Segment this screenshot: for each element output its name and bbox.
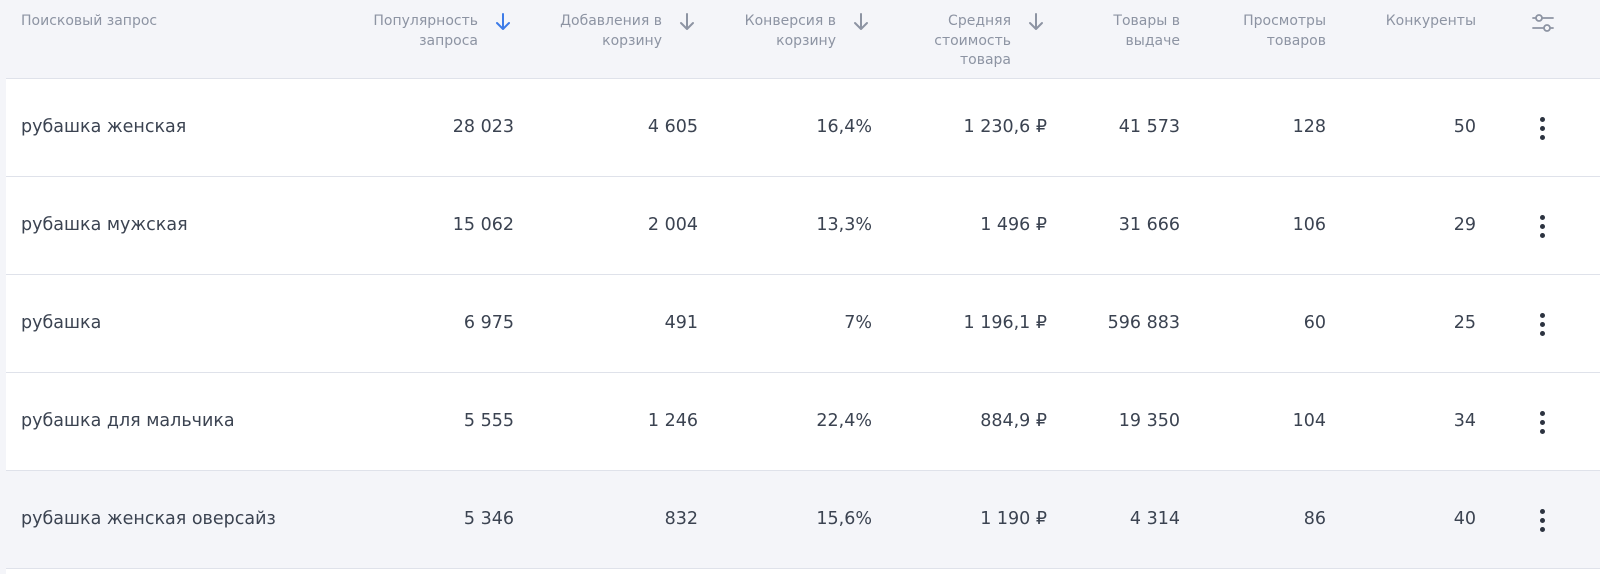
- cell-views: 86: [1303, 509, 1326, 529]
- cell-query: рубашка женская оверсайз: [21, 509, 276, 529]
- cell-query: рубашка для мальчика: [21, 411, 235, 431]
- cell-conversion: 15,6%: [816, 509, 872, 529]
- sort-arrow-down-icon-cart-adds[interactable]: [678, 12, 696, 32]
- cell-conversion: 22,4%: [816, 411, 872, 431]
- column-header-conversion[interactable]: Конверсия в корзину: [744, 13, 836, 49]
- cell-results: 4 314: [1129, 509, 1180, 529]
- cell-results: 31 666: [1118, 215, 1180, 235]
- cell-avg-price: 1 496 ₽: [980, 215, 1047, 235]
- cell-conversion: 7%: [844, 313, 872, 333]
- cell-cart-adds: 2 004: [647, 215, 698, 235]
- cell-avg-price: 1 230,6 ₽: [963, 117, 1048, 137]
- table-row[interactable]: рубашка мужская 15 062 2 004 13,3% 1 496 ₽ 31…: [6, 177, 1600, 275]
- table-row[interactable]: рубашка 6 975 491 7% 1 196,1 ₽ 596 883 60 25: [6, 275, 1600, 373]
- more-vertical-icon[interactable]: [1530, 309, 1554, 339]
- cell-query: рубашка: [21, 313, 102, 333]
- cell-popularity: 5 346: [463, 509, 514, 529]
- cell-popularity: 6 975: [463, 313, 514, 333]
- more-vertical-icon[interactable]: [1530, 407, 1554, 437]
- column-header-competitors[interactable]: Конкуренты: [1385, 13, 1476, 29]
- cell-cart-adds: 491: [664, 313, 698, 333]
- cell-popularity: 5 555: [463, 411, 514, 431]
- sliders-icon[interactable]: [1530, 10, 1556, 36]
- cell-results: 19 350: [1118, 411, 1180, 431]
- cell-competitors: 40: [1453, 509, 1476, 529]
- table-row[interactable]: рубашка женская оверсайз 5 346 832 15,6% 1 1…: [6, 471, 1600, 569]
- cell-competitors: 25: [1453, 313, 1476, 333]
- cell-competitors: 34: [1453, 411, 1476, 431]
- cell-views: 128: [1292, 117, 1326, 137]
- search-queries-table: Поисковый запрос Популярность запроса До…: [6, 0, 1600, 574]
- cell-cart-adds: 4 605: [647, 117, 698, 137]
- cell-conversion: 16,4%: [816, 117, 872, 137]
- cell-conversion: 13,3%: [816, 215, 872, 235]
- cell-popularity: 15 062: [452, 215, 514, 235]
- table-row[interactable]: рубашка для мальчика 5 555 1 246 22,4% 884,9…: [6, 373, 1600, 471]
- more-vertical-icon[interactable]: [1530, 211, 1554, 241]
- sort-arrow-down-icon-conversion[interactable]: [852, 12, 870, 32]
- column-header-avg-price[interactable]: Средняя стоимость товара: [934, 13, 1011, 68]
- cell-views: 104: [1292, 411, 1326, 431]
- cell-competitors: 29: [1453, 215, 1476, 235]
- cell-query: рубашка мужская: [21, 215, 188, 235]
- more-vertical-icon[interactable]: [1530, 113, 1554, 143]
- cell-results: 41 573: [1118, 117, 1180, 137]
- more-vertical-icon[interactable]: [1530, 505, 1554, 535]
- column-header-cart-adds[interactable]: Добавления в корзину: [560, 13, 662, 49]
- column-header-popularity[interactable]: Популярность запроса: [373, 13, 478, 49]
- cell-avg-price: 1 190 ₽: [980, 509, 1047, 529]
- cell-avg-price: 884,9 ₽: [980, 411, 1047, 431]
- cell-query: рубашка женская: [21, 117, 187, 137]
- column-header-views[interactable]: Просмотры товаров: [1243, 13, 1326, 49]
- cell-competitors: 50: [1453, 117, 1476, 137]
- column-header-query[interactable]: Поисковый запрос: [21, 13, 158, 29]
- cell-popularity: 28 023: [452, 117, 514, 137]
- table-header: Поисковый запрос Популярность запроса До…: [6, 0, 1600, 79]
- cell-views: 60: [1303, 313, 1326, 333]
- cell-results: 596 883: [1107, 313, 1180, 333]
- cell-cart-adds: 1 246: [647, 411, 698, 431]
- cell-views: 106: [1292, 215, 1326, 235]
- sort-arrow-down-icon-avg-price[interactable]: [1027, 12, 1045, 32]
- cell-avg-price: 1 196,1 ₽: [963, 313, 1048, 333]
- table-row[interactable]: рубашка женская 28 023 4 605 16,4% 1 230,6 ₽…: [6, 79, 1600, 177]
- cell-cart-adds: 832: [664, 509, 698, 529]
- sort-arrow-down-icon-popularity[interactable]: [494, 12, 512, 32]
- column-header-results[interactable]: Товары в выдаче: [1113, 13, 1180, 49]
